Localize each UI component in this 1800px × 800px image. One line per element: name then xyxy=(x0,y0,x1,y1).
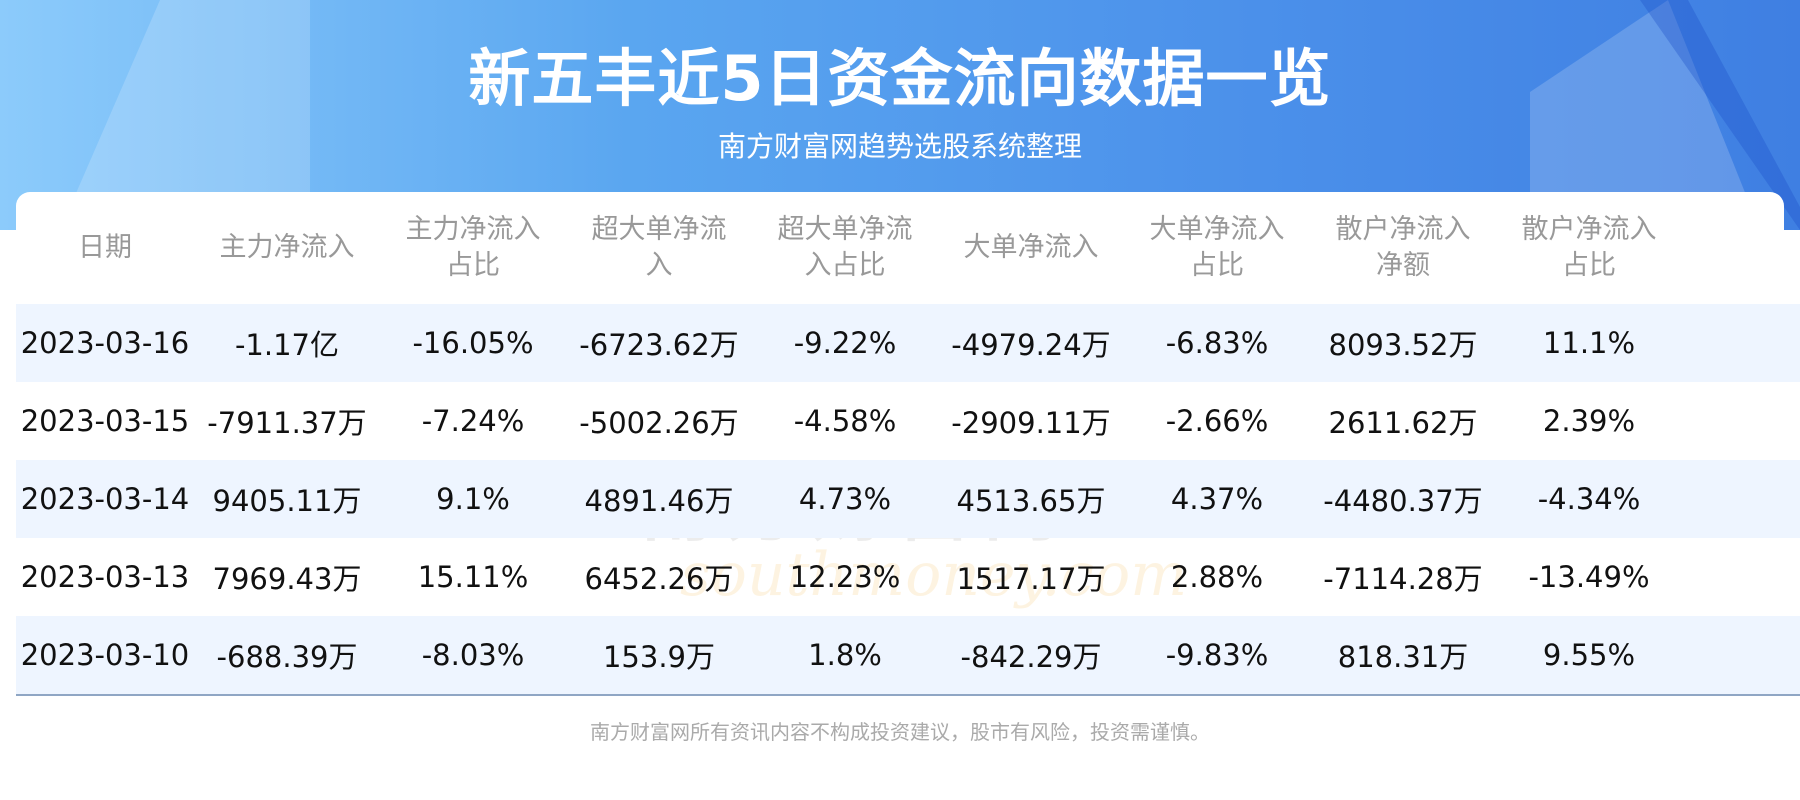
fund-flow-table: 日期 主力净流入 主力净流入占比 超大单净流入 超大单净流入占比 大单净流入 大单净流入占比… xyxy=(16,192,1800,694)
column-header: 主力净流入占比 xyxy=(405,214,541,281)
table-row: 2023-03-10 -688.39万 -8.03% 153.9万 1.8% -842.2… xyxy=(16,616,1800,694)
table-cell: 15.11% xyxy=(417,560,529,594)
table-cell: 4.73% xyxy=(798,482,892,516)
column-header: 散户净流入占比 xyxy=(1521,214,1657,281)
table-cell: 11.1% xyxy=(1542,326,1636,360)
table-cell: 1517.17万 xyxy=(956,562,1106,596)
watermark-logo-en: southmoney.com xyxy=(680,540,1188,610)
table-cell: 4.37% xyxy=(1170,482,1264,516)
header-banner: 新五丰近5日资金流向数据一览 南方财富网趋势选股系统整理 xyxy=(0,0,1800,230)
table-cell: -842.29万 xyxy=(960,640,1102,674)
table-cell: -688.39万 xyxy=(216,640,358,674)
table-cell: 2023-03-14 xyxy=(20,482,190,516)
table-cell: 9405.11万 xyxy=(212,484,362,518)
table-row: 2023-03-14 9405.11万 9.1% 4891.46万 4.73% 4513.… xyxy=(16,460,1800,538)
table-row: 2023-03-13 7969.43万 15.11% 6452.26万 12.23% 15… xyxy=(16,538,1800,616)
column-header: 主力净流入 xyxy=(219,232,355,263)
table-cell: 2.39% xyxy=(1542,404,1636,438)
table-cell: 8093.52万 xyxy=(1328,328,1478,362)
table-cell: 2.88% xyxy=(1170,560,1264,594)
table-cell: 2611.62万 xyxy=(1328,406,1478,440)
column-header: 超大单净流入 xyxy=(591,214,727,281)
table-cell: 1.8% xyxy=(808,638,882,672)
table-cell: 2023-03-10 xyxy=(20,638,190,672)
table-row: 2023-03-15 -7911.37万 -7.24% -5002.26万 -4.58%… xyxy=(16,382,1800,460)
column-header: 超大单净流入占比 xyxy=(777,214,913,281)
table-cell: -5002.26万 xyxy=(579,406,739,440)
table-cell: 6452.26万 xyxy=(584,562,734,596)
table-cell: -4979.24万 xyxy=(951,328,1111,362)
table-row: 2023-03-16 -1.17亿 -16.05% -6723.62万 -9.22% -4… xyxy=(16,304,1800,382)
table-cell: 12.23% xyxy=(789,560,901,594)
column-header: 日期 xyxy=(78,232,132,263)
divider xyxy=(16,694,1800,696)
table-cell: 2023-03-16 xyxy=(20,326,190,360)
table-cell: 2023-03-15 xyxy=(20,404,190,438)
table-cell: 7969.43万 xyxy=(212,562,362,596)
table-cell: 153.9万 xyxy=(602,640,716,674)
table-cell: -2909.11万 xyxy=(951,406,1111,440)
table-cell: 2023-03-13 xyxy=(20,560,190,594)
table-header: 日期 主力净流入 主力净流入占比 超大单净流入 超大单净流入占比 大单净流入 大单净流入占比… xyxy=(16,192,1800,304)
table-cell: -8.03% xyxy=(421,638,525,672)
table-cell: -6.83% xyxy=(1165,326,1269,360)
table-cell: -13.49% xyxy=(1528,560,1650,594)
table-cell: -7114.28万 xyxy=(1323,562,1483,596)
table-cell: 9.55% xyxy=(1542,638,1636,672)
disclaimer: 南方财富网所有资讯内容不构成投资建议，股市有风险，投资需谨慎。 xyxy=(590,720,1210,744)
table-cell: -16.05% xyxy=(412,326,534,360)
table-cell: -4480.37万 xyxy=(1323,484,1483,518)
table-cell: -9.22% xyxy=(793,326,897,360)
table-cell: 4513.65万 xyxy=(956,484,1106,518)
table-cell: 4891.46万 xyxy=(584,484,734,518)
table-cell: -6723.62万 xyxy=(579,328,739,362)
table-cell: -4.58% xyxy=(793,404,897,438)
table-cell: -7911.37万 xyxy=(207,406,367,440)
table-cell: 818.31万 xyxy=(1337,640,1469,674)
page-subtitle: 南方财富网趋势选股系统整理 xyxy=(717,130,1082,163)
table-cell: 9.1% xyxy=(436,482,510,516)
table-cell: -1.17亿 xyxy=(234,328,340,362)
table-cell: -7.24% xyxy=(421,404,525,438)
page-title: 新五丰近5日资金流向数据一览 xyxy=(468,42,1332,115)
column-header: 大单净流入占比 xyxy=(1149,214,1285,281)
table-cell: -9.83% xyxy=(1165,638,1269,672)
table-cell: -2.66% xyxy=(1165,404,1269,438)
column-header: 大单净流入 xyxy=(963,232,1099,263)
column-header: 散户净流入净额 xyxy=(1335,214,1471,281)
table-cell: -4.34% xyxy=(1537,482,1641,516)
